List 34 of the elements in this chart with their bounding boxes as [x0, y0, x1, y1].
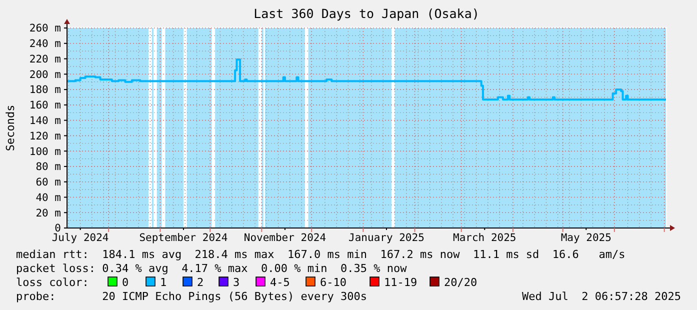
x-tick-label: November 2024 [244, 232, 326, 244]
text: 3 [233, 276, 240, 289]
y-axis-title: Seconds [4, 104, 17, 152]
y-tick-label: 200 m [29, 68, 61, 81]
y-tick-label: 60 m [36, 176, 61, 189]
text: 2 [197, 276, 204, 289]
y-tick-label: 220 m [29, 53, 61, 66]
x-tick-label: March 2025 [453, 232, 516, 244]
y-tick-label: 20 m [36, 207, 61, 220]
y-tick-label: 180 m [29, 84, 61, 96]
text: 1 [160, 276, 167, 289]
y-tick-label: 240 m [29, 38, 61, 50]
y-tick-label: 260 m [29, 22, 61, 35]
text: 20/20 [444, 276, 478, 289]
text: median rtt: 184.1 ms avg 218.4 ms max 167.0 ms min 167.2 ms now 11.1 ms sd 16.6 am/s [16, 248, 626, 261]
text: 11-19 [384, 276, 418, 289]
text: loss color: [16, 276, 89, 289]
y-tick-label: 120 m [29, 130, 61, 142]
y-tick-label: 40 m [36, 192, 61, 204]
text: packet loss: 0.34 % avg 4.17 % max 0.00 % min 0.35 % now [16, 262, 408, 275]
x-tick-label: January 2025 [348, 232, 424, 244]
y-tick-label: 160 m [29, 100, 61, 112]
text: probe: 20 ICMP Echo Pings (56 Bytes) every 300s [16, 290, 367, 303]
x-tick-label: May 2025 [560, 232, 612, 244]
x-tick-label: July 2024 [52, 232, 109, 244]
x-tick-label: September 2024 [139, 232, 228, 244]
text: Wed Jul 2 06:57:28 2025 [522, 290, 681, 303]
text: 0 [122, 276, 129, 289]
text: 4-5 [270, 276, 290, 289]
text: 6-10 [320, 276, 346, 289]
y-tick-label: 140 m [29, 114, 61, 127]
y-tick-label: 80 m [36, 161, 61, 174]
y-tick-label: 100 m [29, 146, 61, 158]
chart-title: Last 360 Days to Japan (Osaka) [254, 6, 480, 21]
